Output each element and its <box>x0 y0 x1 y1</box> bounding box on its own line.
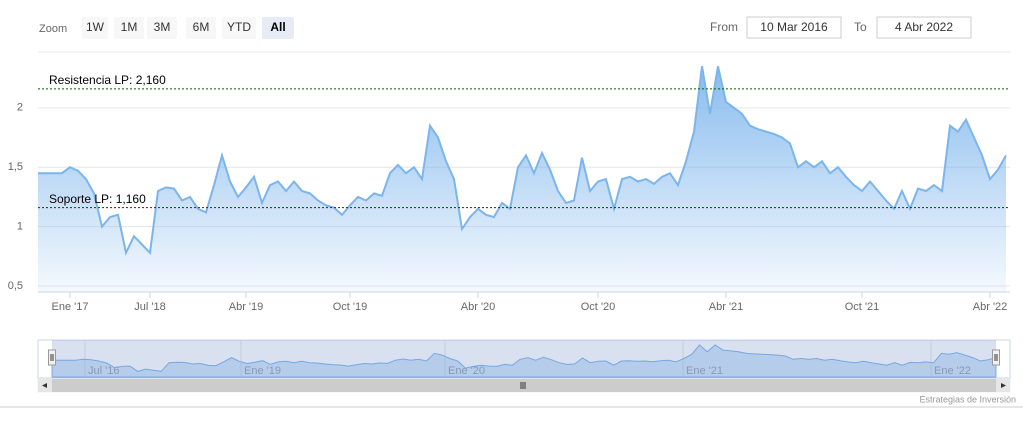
navigator-label: Ene '21 <box>686 365 723 377</box>
zoom-button-label[interactable]: 1M <box>121 20 138 34</box>
from-input[interactable] <box>746 16 842 39</box>
zoom-label: Zoom <box>39 23 67 35</box>
x-tick-label: Abr '22 <box>973 301 1008 313</box>
zoom-button-label[interactable]: 1W <box>86 20 105 34</box>
zoom-button[interactable] <box>114 17 144 39</box>
y-tick-label: 2 <box>17 102 23 114</box>
plot-line-label: Soporte LP: 1,160 <box>49 192 146 206</box>
y-tick-label: 1,5 <box>8 161 23 173</box>
scroll-right-arrow <box>1001 383 1006 388</box>
zoom-button-label[interactable]: 3M <box>154 20 171 34</box>
credits: Estrategias de Inversión <box>919 394 1016 404</box>
x-tick-label: Abr '19 <box>229 301 264 313</box>
scroll-left-arrow <box>42 383 47 388</box>
zoom-button[interactable] <box>222 17 256 39</box>
y-tick-label: 1 <box>17 221 23 233</box>
x-tick-label: Abr '20 <box>461 301 496 313</box>
scrollbar-thumb[interactable] <box>52 379 996 392</box>
navigator-bg <box>37 339 1011 379</box>
plot-line-label: Resistencia LP: 2,160 <box>49 73 166 87</box>
zoom-button-label[interactable]: All <box>270 20 285 34</box>
to-label: To <box>854 20 867 34</box>
zoom-button[interactable] <box>82 17 108 39</box>
x-tick-label: Oct '20 <box>581 301 616 313</box>
area <box>38 66 1006 292</box>
zoom-button-label[interactable]: YTD <box>227 20 251 34</box>
from-label: From <box>710 20 738 34</box>
line <box>38 66 1007 256</box>
navigator-label: Jul '16 <box>88 365 119 377</box>
navigator-handle[interactable] <box>992 349 1000 366</box>
x-tick-label: Jul '18 <box>134 301 165 313</box>
y-tick-label: 0,5 <box>8 280 23 292</box>
zoom-button[interactable] <box>147 17 177 39</box>
navigator-mask <box>52 340 996 378</box>
to-input[interactable] <box>876 16 972 39</box>
zoom-button[interactable] <box>262 17 294 39</box>
zoom-button-label[interactable]: 6M <box>193 20 210 34</box>
x-tick-label: Abr '21 <box>709 301 744 313</box>
zoom-button[interactable] <box>186 17 216 39</box>
x-tick-label: Oct '19 <box>333 301 368 313</box>
navigator-label: Ene '20 <box>448 365 485 377</box>
x-tick-label: Oct '21 <box>845 301 880 313</box>
x-tick-label: Ene '17 <box>52 301 89 313</box>
navigator-handle[interactable] <box>48 349 56 366</box>
navigator-area <box>51 344 997 378</box>
navigator-label: Ene '19 <box>244 365 281 377</box>
to-value[interactable]: 4 Abr 2022 <box>895 20 953 34</box>
from-value[interactable]: 10 Mar 2016 <box>760 20 828 34</box>
navigator-label: Ene '22 <box>934 365 971 377</box>
